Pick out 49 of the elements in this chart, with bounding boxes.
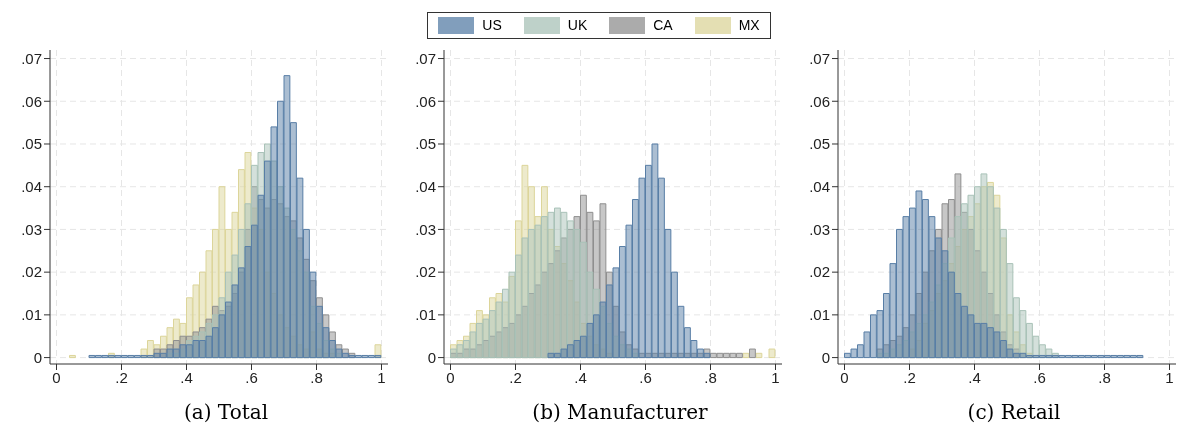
y-tick-label: 0 <box>427 348 436 366</box>
x-tick-label: .2 <box>115 368 128 386</box>
y-tick-label: .02 <box>415 263 436 281</box>
y-tick-label: .03 <box>21 220 42 238</box>
x-tick-label: .4 <box>180 368 193 386</box>
y-tick-label: .07 <box>809 49 830 67</box>
legend-label: UK <box>567 17 588 33</box>
legend-label: CA <box>653 17 673 33</box>
y-tick-label: 0 <box>33 348 42 366</box>
y-tick-label: .04 <box>21 178 42 196</box>
y-tick-label: .04 <box>415 178 436 196</box>
y-tick-label: .01 <box>21 306 42 324</box>
y-tick-label: .05 <box>415 135 436 153</box>
y-tick-label: .06 <box>809 92 830 110</box>
y-tick-label: .07 <box>21 49 42 67</box>
text: (b) Manufacturer <box>531 400 709 424</box>
x-tick-label: .4 <box>968 368 981 386</box>
y-tick-label: 0 <box>821 348 830 366</box>
x-tick-label: .8 <box>704 368 717 386</box>
y-tick-label: .03 <box>415 220 436 238</box>
x-tick-label: .2 <box>509 368 522 386</box>
y-tick-label: .03 <box>809 220 830 238</box>
x-tick-label: .2 <box>903 368 916 386</box>
x-tick-label: 1 <box>1165 368 1174 386</box>
y-tick-label: .02 <box>21 263 42 281</box>
x-tick-label: 0 <box>52 368 61 386</box>
x-tick-label: .6 <box>639 368 652 386</box>
x-tick-label: 1 <box>771 368 780 386</box>
y-tick-label: .04 <box>809 178 830 196</box>
y-tick-label: .01 <box>809 306 830 324</box>
x-tick-label: 0 <box>446 368 455 386</box>
y-tick-label: .02 <box>809 263 830 281</box>
text: (c) Retail <box>966 400 1062 424</box>
x-tick-label: 0 <box>840 368 849 386</box>
x-tick-label: .6 <box>245 368 258 386</box>
y-tick-label: .07 <box>415 49 436 67</box>
x-tick-label: .6 <box>1033 368 1046 386</box>
y-tick-label: .05 <box>21 135 42 153</box>
x-tick-label: .4 <box>574 368 587 386</box>
y-tick-label: .01 <box>415 306 436 324</box>
text: (a) Total <box>182 400 270 424</box>
y-tick-label: .06 <box>415 92 436 110</box>
x-tick-label: .8 <box>1098 368 1111 386</box>
y-tick-label: .06 <box>21 92 42 110</box>
legend-label: US <box>482 17 502 33</box>
y-tick-label: .05 <box>809 135 830 153</box>
x-tick-label: 1 <box>377 368 386 386</box>
x-tick-label: .8 <box>310 368 323 386</box>
legend-label: MX <box>738 17 760 33</box>
